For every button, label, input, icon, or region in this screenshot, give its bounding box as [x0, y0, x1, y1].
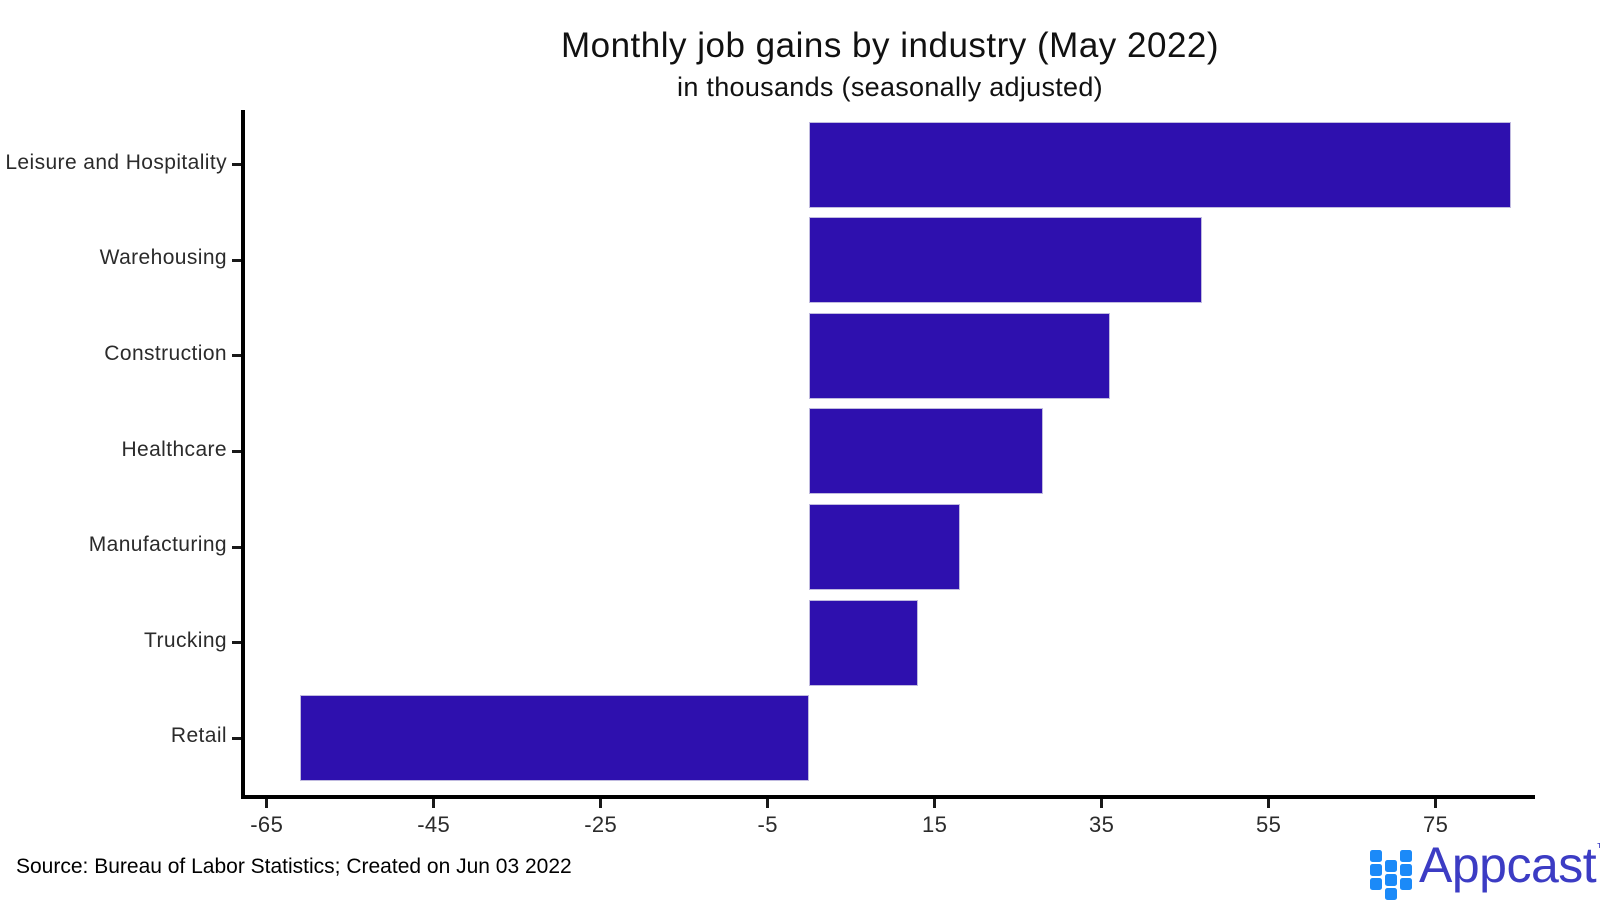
plot-area	[245, 110, 1535, 795]
x-axis-tick-label: -65	[250, 812, 284, 837]
y-axis-label: Manufacturing	[88, 533, 227, 557]
appcast-logo-text: Appcast™	[1419, 836, 1600, 894]
x-axis-tick	[1267, 799, 1271, 808]
x-axis-tick	[432, 799, 436, 808]
bar-trucking	[809, 599, 918, 686]
y-axis-tick	[232, 163, 241, 167]
y-axis-line	[241, 110, 245, 799]
bar-retail	[300, 695, 810, 782]
x-axis-tick-label: 15	[922, 812, 948, 837]
x-axis-tick-label: 35	[1089, 812, 1115, 837]
x-axis-tick	[1434, 799, 1438, 808]
appcast-logo: Appcast™	[1370, 837, 1600, 904]
y-axis-tick	[232, 736, 241, 740]
chart-title: Monthly job gains by industry (May 2022)	[560, 26, 1220, 65]
bar-healthcare	[809, 408, 1044, 495]
appcast-logo-icon	[1370, 850, 1415, 902]
appcast-logo-square	[1385, 860, 1397, 872]
x-axis-tick-label: 75	[1423, 812, 1449, 837]
x-axis-tick	[265, 799, 269, 808]
y-axis-label: Warehousing	[99, 246, 227, 270]
appcast-logo-square	[1400, 878, 1412, 890]
appcast-logo-square	[1400, 850, 1412, 862]
y-axis-tick	[232, 354, 241, 358]
x-axis-tick	[1100, 799, 1104, 808]
x-axis-tick	[599, 799, 603, 808]
y-axis-label: Construction	[104, 341, 227, 365]
x-axis-tick	[933, 799, 937, 808]
x-axis-line	[241, 795, 1535, 799]
appcast-logo-square	[1370, 864, 1382, 876]
y-axis-label: Healthcare	[121, 437, 227, 461]
y-axis-tick	[232, 258, 241, 262]
chart-subtitle: in thousands (seasonally adjusted)	[677, 72, 1103, 102]
x-axis-tick-label: -45	[417, 812, 451, 837]
trademark-symbol: ™	[1596, 840, 1600, 855]
y-axis-label: Leisure and Hospitality	[5, 150, 227, 174]
x-axis-tick-label: 55	[1256, 812, 1282, 837]
y-axis-label: Trucking	[144, 628, 227, 652]
y-axis-tick	[232, 450, 241, 453]
appcast-logo-wordmark: Appcast	[1419, 837, 1597, 893]
y-axis-tick	[232, 641, 241, 645]
x-axis-tick-label: -5	[757, 812, 778, 837]
bar-manufacturing	[809, 504, 960, 591]
x-axis-tick-label: -25	[584, 812, 618, 837]
bar-leisure-and-hospitality	[809, 121, 1511, 208]
appcast-logo-square	[1385, 888, 1397, 900]
x-axis-tick	[766, 799, 770, 808]
appcast-logo-square	[1370, 850, 1382, 862]
y-axis-label: Retail	[170, 724, 227, 748]
appcast-logo-square	[1385, 874, 1397, 886]
source-note: Source: Bureau of Labor Statistics; Crea…	[16, 855, 572, 878]
bar-construction	[809, 312, 1110, 399]
bar-warehousing	[809, 217, 1202, 304]
appcast-logo-square	[1370, 878, 1382, 890]
appcast-logo-square	[1400, 864, 1412, 876]
y-axis-tick	[232, 545, 241, 549]
